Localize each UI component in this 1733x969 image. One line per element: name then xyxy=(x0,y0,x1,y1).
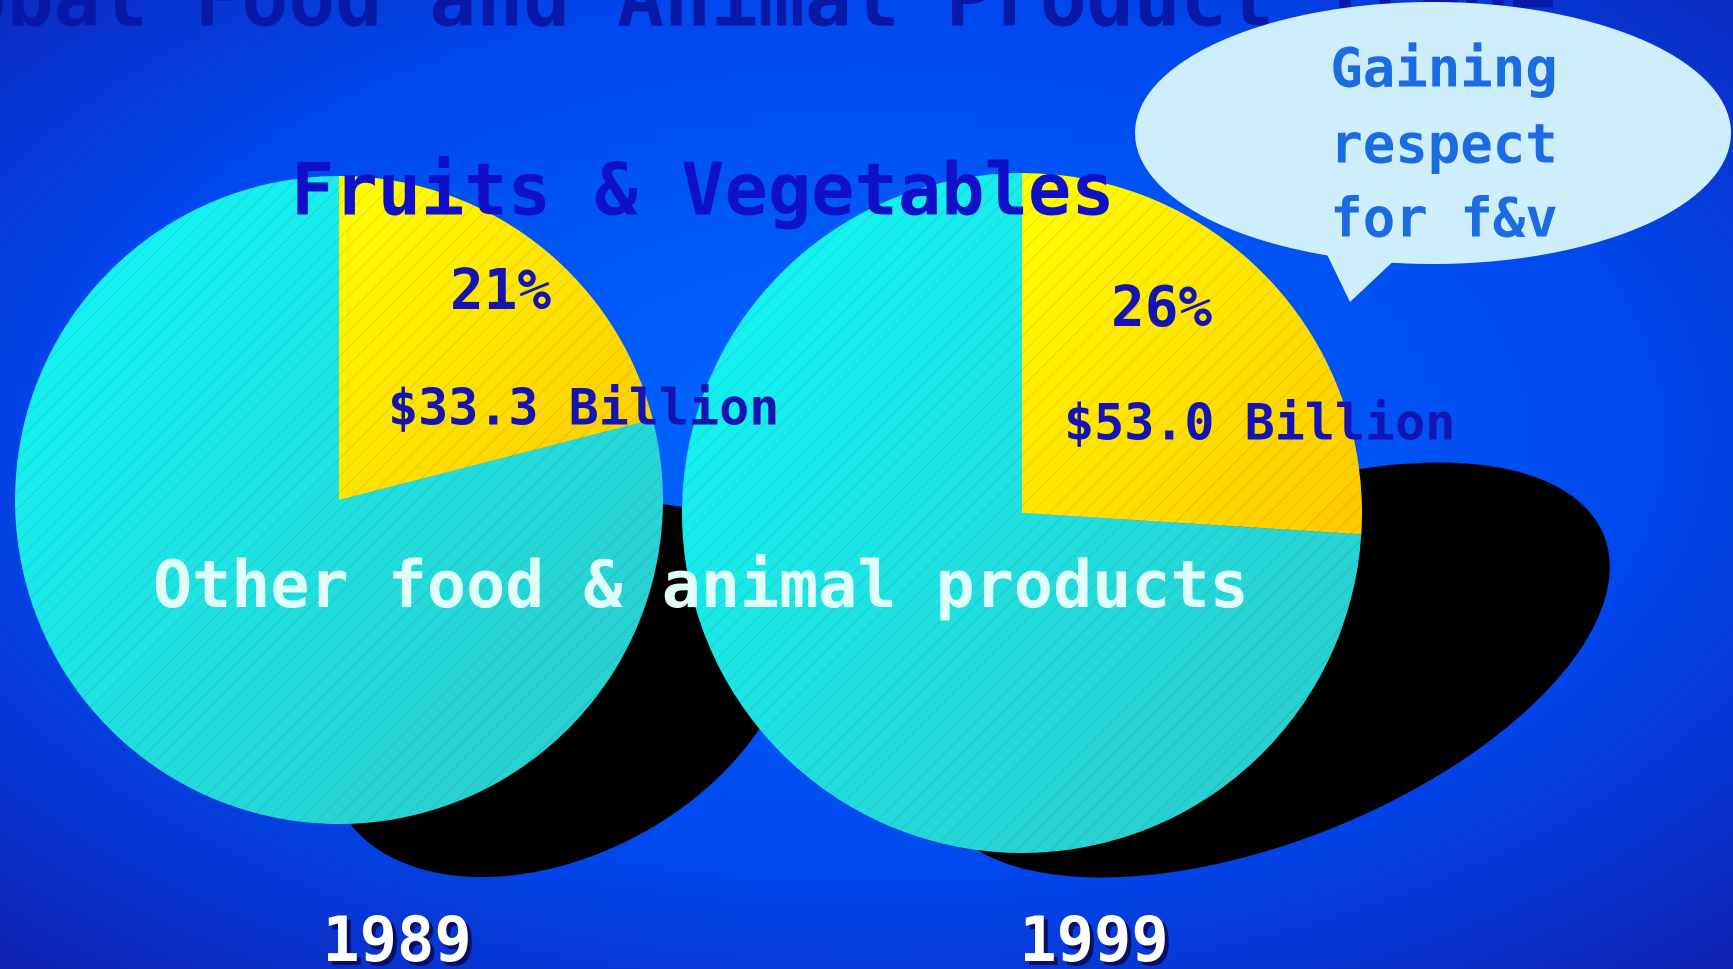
value-label: 26% xyxy=(1111,275,1212,340)
callout-bubble xyxy=(1135,2,1731,264)
slice-hatch xyxy=(1022,173,1362,535)
slice-hatch xyxy=(682,173,1362,853)
year-label: 1989 xyxy=(322,903,471,969)
year-shadow: 1999 xyxy=(1023,907,1172,969)
slice-hatch xyxy=(339,176,653,500)
category-label: Other food & animal products xyxy=(153,548,1249,623)
callout-text: for f&v xyxy=(1330,187,1558,250)
slice-hatch xyxy=(15,176,664,825)
year-label: 1999 xyxy=(1019,903,1168,969)
category-label: Fruits & Vegetables xyxy=(291,148,1115,232)
amount-label: $33.3 Billion xyxy=(388,379,779,437)
year-shadow: 1989 xyxy=(326,907,475,969)
callout-text: Gaining xyxy=(1330,37,1558,100)
amount-label: $53.0 Billion xyxy=(1064,394,1455,452)
value-label: 21% xyxy=(450,258,551,323)
callout-text: respect xyxy=(1330,113,1558,176)
